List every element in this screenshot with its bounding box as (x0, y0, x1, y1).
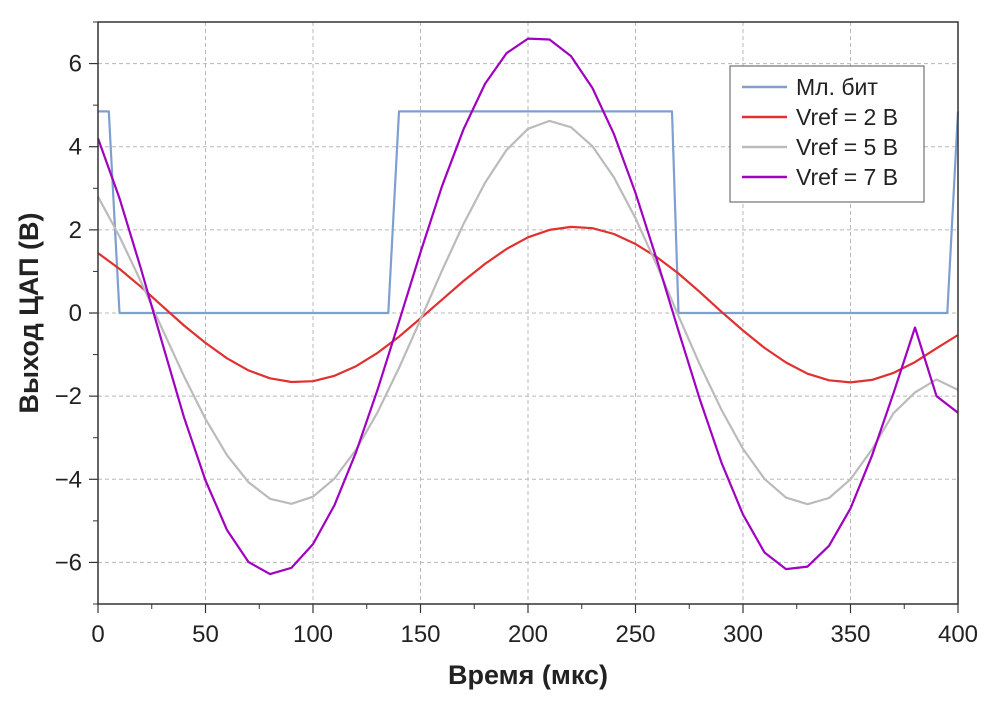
y-tick-label: 4 (69, 134, 82, 161)
y-axis-title: Выход ЦАП (В) (14, 213, 44, 414)
x-tick-label: 150 (400, 621, 440, 648)
legend-label-3: Vref = 5 В (796, 134, 898, 160)
y-tick-label: 2 (69, 217, 82, 244)
x-tick-label: 50 (192, 621, 219, 648)
series-line-2 (97, 225, 959, 384)
x-tick-label: 300 (723, 621, 763, 648)
legend-box (729, 65, 925, 203)
legend-label-2: Vref = 2 В (796, 104, 898, 130)
legend-label-1: Мл. бит (796, 74, 878, 100)
series-line-3 (97, 119, 959, 506)
y-tick-label: −6 (55, 549, 82, 576)
x-tick-label: 250 (615, 621, 655, 648)
x-tick-label: 350 (830, 621, 870, 648)
legend-items: Мл. бит Vref = 2 В Vref = 5 В Vref = 7 В (742, 74, 898, 190)
y-tick-label: 6 (69, 51, 82, 78)
x-tick-label: 400 (938, 621, 978, 648)
legend-label-4: Vref = 7 В (796, 164, 898, 190)
y-tick-label: −2 (55, 383, 82, 410)
axes (89, 21, 959, 613)
tick-labels: 0 50 100 150 200 250 300 350 400 −6 −4 −2 0 2 4 6 (55, 51, 978, 648)
y-tick-label: 0 (69, 300, 82, 327)
legend: Мл. бит Vref = 2 В Vref = 5 В Vref = 7 В (729, 65, 925, 203)
x-tick-label: 100 (293, 621, 333, 648)
series-line-4 (96, 37, 959, 576)
x-tick-label: 0 (91, 621, 104, 648)
series-group (96, 37, 960, 576)
y-tick-label: −4 (55, 466, 82, 493)
x-tick-label: 200 (508, 621, 548, 648)
x-axis-title: Время (мкс) (448, 660, 608, 690)
